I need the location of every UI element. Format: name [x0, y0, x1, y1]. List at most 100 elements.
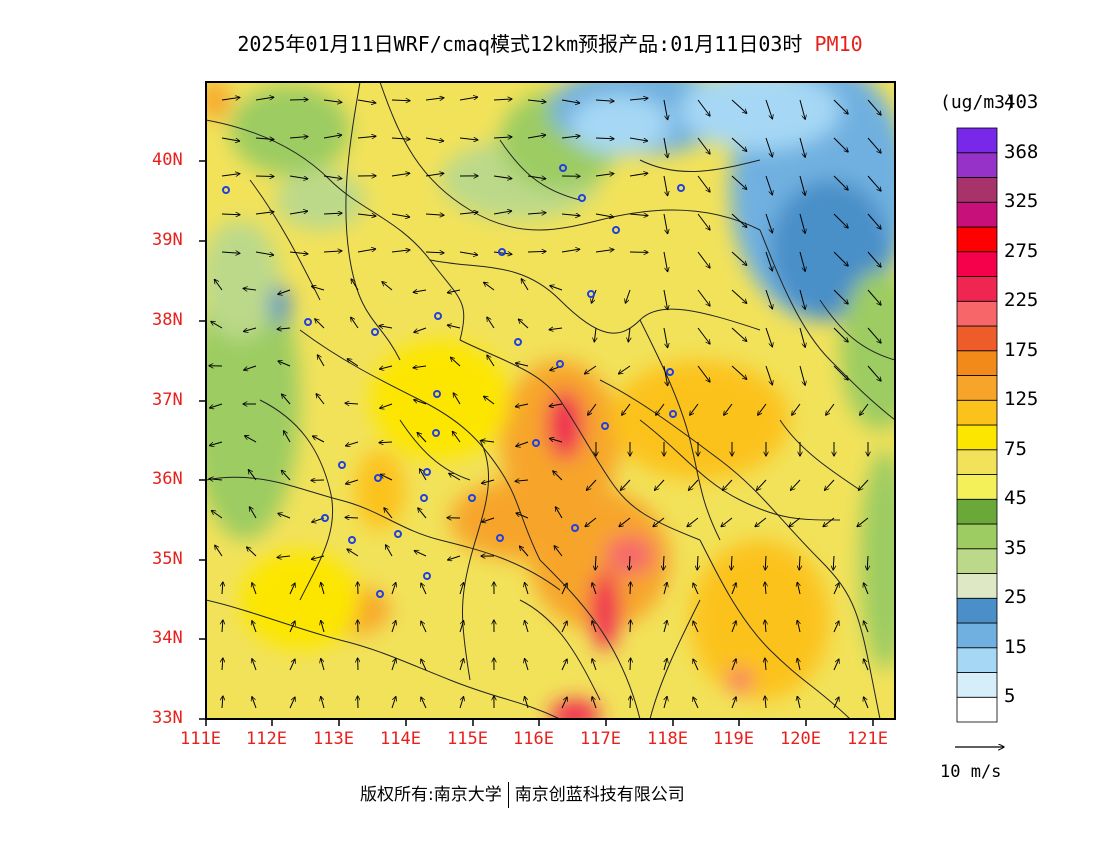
wind-arrow — [527, 175, 546, 179]
wind-arrow — [588, 403, 597, 415]
wind-arrow — [629, 137, 648, 141]
wind-arrow — [244, 327, 257, 332]
colorbar-label: 25 — [1004, 586, 1027, 609]
colorbar-label: 403 — [1004, 91, 1039, 114]
wind-arrow — [765, 365, 772, 385]
wind-arrow — [493, 252, 512, 254]
wind-arrow — [525, 697, 529, 709]
wind-arrow — [860, 403, 869, 415]
wind-arrow — [799, 555, 800, 570]
wind-arrow — [459, 659, 464, 671]
wind-arrow — [316, 394, 325, 405]
wind-arrow — [380, 474, 393, 481]
wind-arrow — [765, 289, 772, 309]
x-tick-label: 111E — [180, 729, 221, 749]
wind-arrow — [525, 621, 529, 633]
wind-arrow — [765, 327, 772, 347]
wind-arrow — [758, 403, 767, 415]
title-main: 2025年01月11日WRF/cmaq模式12km预报产品:01月11日03时 — [237, 32, 803, 56]
wind-arrow — [382, 282, 393, 291]
wind-arrow — [731, 621, 736, 633]
wind-arrow — [482, 479, 495, 483]
wind-arrow — [493, 137, 512, 138]
wind-arrow — [755, 517, 767, 527]
wind-arrow — [346, 441, 359, 446]
wind-arrow — [867, 365, 881, 381]
wind-arrow — [221, 174, 240, 176]
wind-arrow — [414, 327, 427, 332]
wind-arrow — [448, 555, 461, 560]
wind-arrow — [833, 555, 834, 570]
wind-vectors — [209, 97, 881, 709]
wind-arrow — [459, 97, 478, 101]
wind-arrow — [663, 99, 668, 120]
wind-arrow — [799, 327, 805, 347]
wind-arrow — [255, 176, 274, 177]
wind-arrow — [628, 327, 630, 342]
copyright-text: 版权所有:南京大学 — [360, 785, 502, 805]
wind-arrow — [527, 100, 546, 102]
colorbar — [956, 127, 998, 723]
wind-arrow — [482, 517, 495, 522]
colorbar-segment — [956, 375, 998, 401]
wind-arrow — [351, 279, 359, 291]
x-tick-label: 118E — [647, 729, 688, 749]
colorbar-label: 225 — [1004, 289, 1039, 312]
wind-arrow — [595, 100, 614, 101]
wind-arrow — [255, 251, 274, 255]
colorbar-segment — [956, 523, 998, 550]
wind-arrow — [833, 175, 848, 190]
wind-arrow — [724, 403, 733, 415]
wind-arrow — [516, 513, 529, 519]
wind-arrow — [587, 479, 597, 490]
wind-arrow — [799, 289, 805, 309]
wind-arrow — [731, 251, 747, 265]
wind-arrow — [867, 175, 881, 191]
wind-arrow — [357, 99, 376, 103]
wind-arrow — [493, 211, 512, 215]
wind-arrow — [515, 480, 529, 481]
wind-arrow — [561, 214, 580, 216]
wind-arrow — [357, 214, 376, 216]
wind-arrow — [450, 357, 461, 367]
wind-arrow — [630, 582, 631, 595]
wind-arrow — [209, 479, 223, 480]
wind-arrow — [391, 100, 410, 101]
wind-arrow — [459, 138, 478, 140]
wind-arrow — [481, 440, 495, 442]
wind-arrow — [864, 659, 869, 671]
wind-arrow — [284, 431, 291, 443]
wind-arrow — [210, 441, 223, 446]
colorbar-label: 275 — [1004, 239, 1039, 262]
wind-arrow — [487, 317, 495, 329]
wind-arrow — [731, 289, 747, 303]
wind-arrow — [323, 176, 342, 179]
wind-arrow — [515, 404, 529, 407]
wind-arrow — [421, 583, 427, 595]
wind-arrow — [663, 582, 667, 595]
wind-arrow — [859, 479, 869, 490]
wind-arrow — [630, 620, 631, 633]
y-tick-label: 33N — [152, 708, 183, 728]
wind-arrow — [595, 213, 614, 217]
wind-arrow — [693, 583, 699, 595]
wind-arrow — [561, 99, 580, 103]
wind-arrow — [484, 282, 495, 291]
wind-arrow — [421, 697, 427, 709]
wind-arrow — [765, 99, 772, 119]
footer-separator — [507, 782, 509, 808]
wind-arrow — [561, 621, 567, 633]
wind-arrow — [697, 251, 710, 268]
wind-arrow — [289, 659, 295, 671]
wind-arrow — [731, 137, 747, 151]
wind-arrow — [799, 99, 805, 119]
y-tick-label: 36N — [152, 469, 183, 489]
wind-arrow — [516, 441, 529, 446]
wind-arrow — [867, 289, 881, 305]
wind-arrow — [857, 517, 869, 527]
wind-arrow — [663, 365, 668, 386]
wind-arrow — [255, 97, 274, 101]
wind-arrow — [379, 365, 393, 369]
wind-arrow — [278, 513, 291, 519]
wind-arrow — [420, 469, 427, 481]
